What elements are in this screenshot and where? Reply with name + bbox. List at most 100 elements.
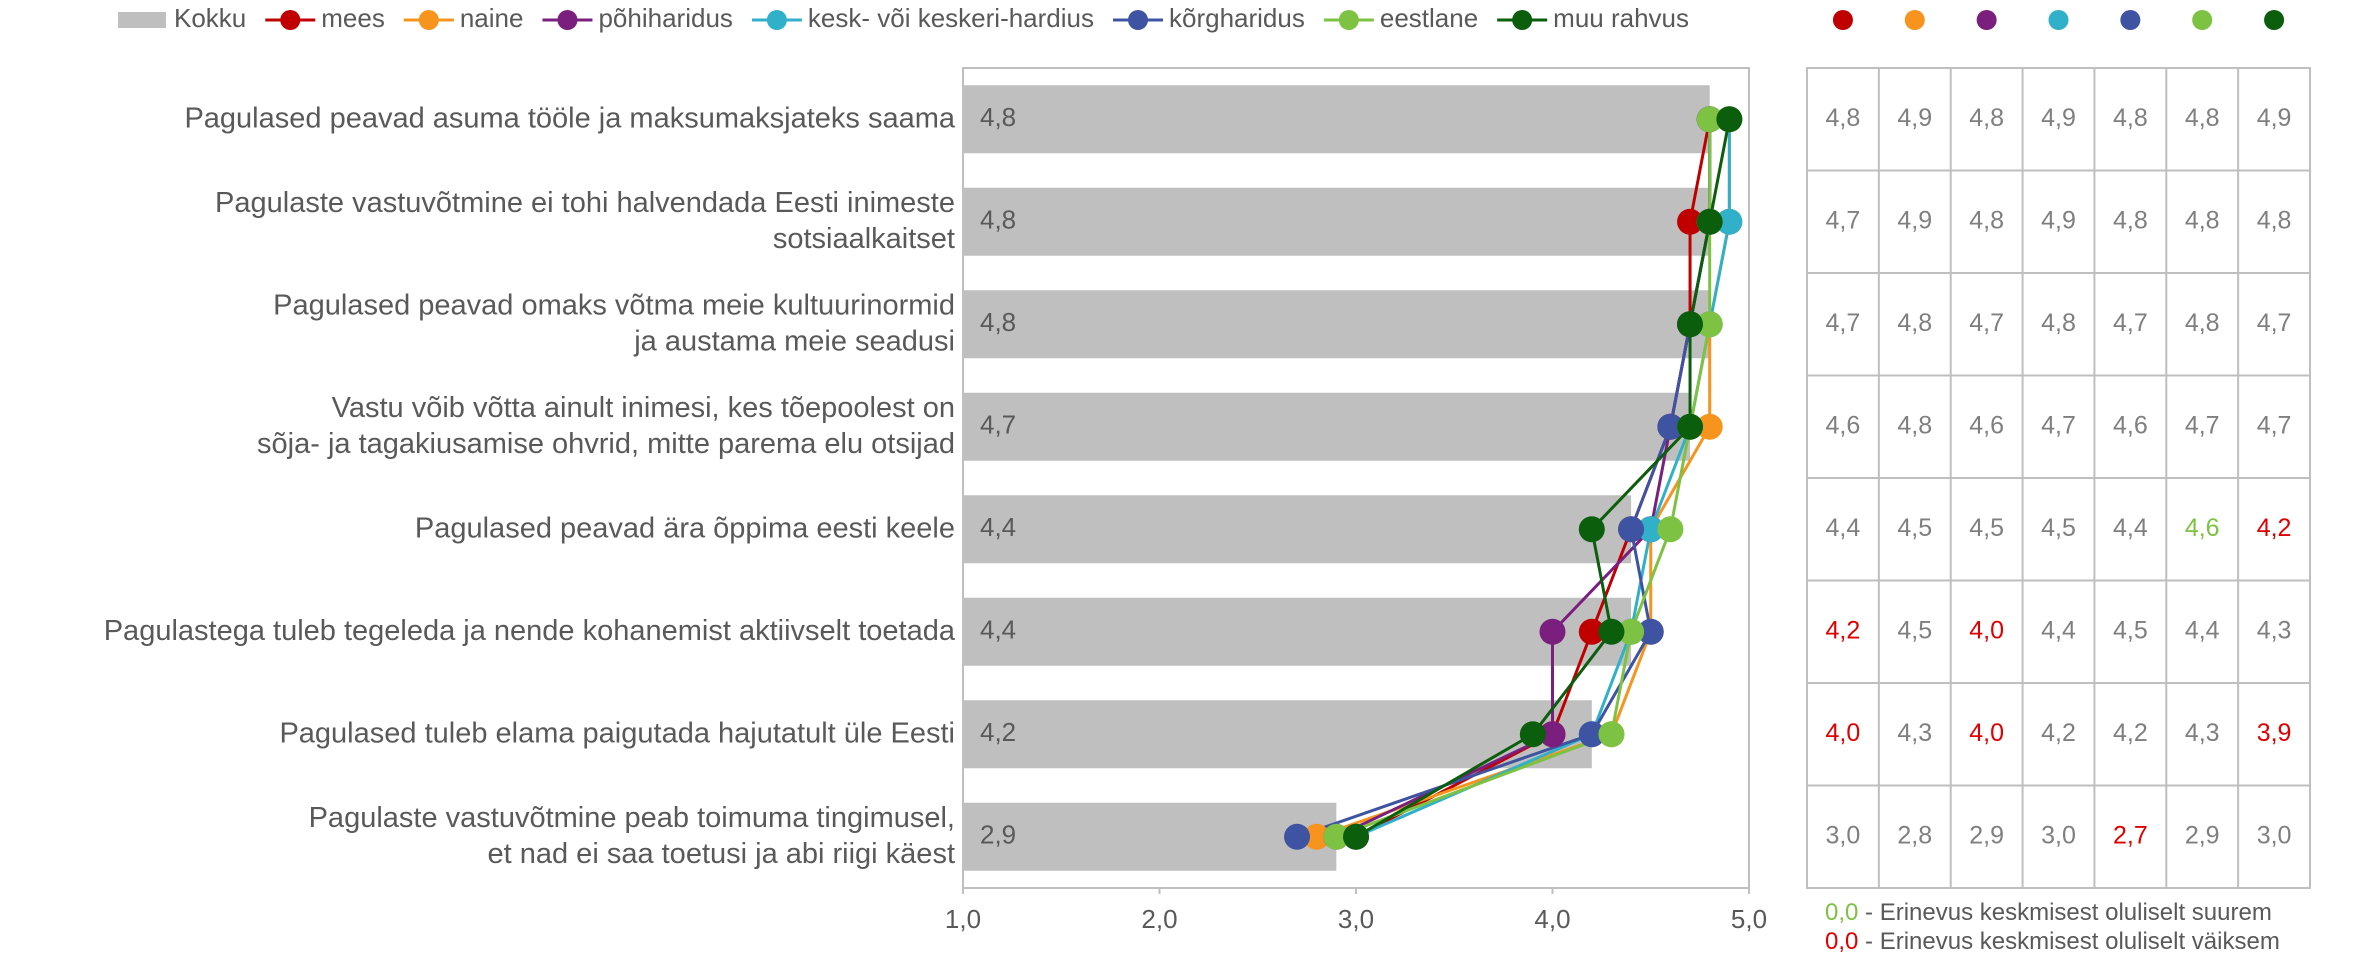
legend-marker bbox=[1512, 10, 1533, 30]
table-cell: 4,7 bbox=[1969, 309, 2004, 337]
table-cell: 2,8 bbox=[1897, 821, 1932, 849]
table-cell: 4,7 bbox=[1826, 206, 1861, 234]
series-point bbox=[1539, 618, 1566, 645]
category-label-line: sõja- ja tagakiusamise ohvrid, mitte par… bbox=[257, 427, 955, 459]
bar bbox=[963, 392, 1691, 461]
category-label: Pagulased peavad asuma tööle ja maksumak… bbox=[184, 102, 955, 134]
x-tick-label: 4,0 bbox=[1534, 904, 1570, 934]
category-label-line: Pagulased peavad ära õppima eesti keele bbox=[415, 512, 955, 544]
series-point bbox=[1716, 106, 1743, 133]
series-point bbox=[1677, 413, 1704, 440]
series-point bbox=[1343, 823, 1369, 850]
series-point bbox=[1677, 208, 1704, 235]
legend-marker bbox=[766, 10, 787, 30]
table-cell: 4,0 bbox=[1826, 719, 1861, 747]
table-cell: 4,2 bbox=[2257, 514, 2292, 542]
series-point bbox=[1657, 516, 1684, 543]
table-cell: 4,6 bbox=[1826, 411, 1861, 439]
series-point bbox=[1637, 516, 1664, 543]
table-cell: 4,2 bbox=[1826, 616, 1861, 644]
legend-label: eestlane bbox=[1380, 3, 1478, 33]
table-cell: 4,2 bbox=[2041, 719, 2076, 747]
table-cell: 3,9 bbox=[2257, 719, 2292, 747]
series-point bbox=[1618, 618, 1645, 645]
table-cell: 4,4 bbox=[2185, 616, 2220, 644]
legend-marker bbox=[1338, 10, 1359, 30]
table-cell: 4,8 bbox=[2113, 206, 2148, 234]
legend-label: põhiharidus bbox=[598, 3, 732, 33]
series-point bbox=[1657, 413, 1684, 440]
table-cell: 4,2 bbox=[2113, 719, 2148, 747]
legend-label: muu rahvus bbox=[1553, 3, 1689, 33]
table-header-dot bbox=[1976, 10, 1997, 30]
series-point bbox=[1598, 721, 1625, 748]
bar bbox=[963, 85, 1710, 154]
legend-marker bbox=[1128, 10, 1148, 30]
table-cell: 4,3 bbox=[1897, 719, 1932, 747]
legend-label: Kokku bbox=[174, 3, 246, 33]
table-cell: 4,7 bbox=[2185, 411, 2220, 439]
legend-swatch bbox=[118, 12, 166, 28]
table-cell: 4,8 bbox=[1826, 104, 1861, 132]
table-cell: 4,4 bbox=[1826, 514, 1861, 542]
table-header-dot bbox=[1832, 10, 1853, 30]
bar-value-label: 4,2 bbox=[980, 717, 1016, 747]
legend-marker bbox=[418, 10, 439, 30]
category-label-line: et nad ei saa toetusi ja abi riigi käest bbox=[488, 837, 956, 869]
series-point bbox=[1716, 208, 1743, 235]
table-cell: 4,0 bbox=[1969, 616, 2004, 644]
table-cell: 4,5 bbox=[1969, 514, 2004, 542]
table-cell: 4,6 bbox=[2185, 514, 2220, 542]
table-cell: 4,6 bbox=[1969, 411, 2004, 439]
bar bbox=[963, 187, 1710, 256]
category-label-line: Pagulaste vastuvõtmine ei tohi halvendad… bbox=[215, 186, 955, 218]
table-cell: 4,0 bbox=[1969, 719, 2004, 747]
series-point bbox=[1696, 413, 1723, 440]
series-point bbox=[1303, 823, 1330, 850]
note: 0,0 - Erinevus keskmisest oluliselt suur… bbox=[1825, 899, 2272, 926]
bar bbox=[963, 700, 1592, 769]
x-tick-label: 3,0 bbox=[1338, 904, 1374, 934]
table-cell: 4,6 bbox=[2113, 411, 2148, 439]
bar-value-label: 4,8 bbox=[980, 307, 1016, 337]
series-point bbox=[1618, 516, 1645, 543]
table-cell: 4,4 bbox=[2113, 514, 2148, 542]
note: 0,0 - Erinevus keskmisest oluliselt väik… bbox=[1825, 928, 2280, 953]
table-header-dot bbox=[2048, 10, 2069, 30]
bar-value-label: 4,7 bbox=[980, 410, 1016, 440]
x-tick-label: 5,0 bbox=[1731, 904, 1767, 934]
category-label-line: Pagulased peavad omaks võtma meie kultuu… bbox=[273, 289, 955, 321]
x-tick-label: 1,0 bbox=[945, 904, 981, 934]
category-label: Pagulastega tuleb tegeleda ja nende koha… bbox=[104, 614, 956, 646]
category-label: Vastu võib võtta ainult inimesi, kes tõe… bbox=[257, 391, 955, 459]
category-label: Pagulaste vastuvõtmine ei tohi halvendad… bbox=[215, 186, 955, 254]
category-label: Pagulased peavad omaks võtma meie kultuu… bbox=[273, 289, 955, 357]
legend-marker bbox=[280, 10, 301, 30]
table-header-dot bbox=[2264, 10, 2285, 30]
bar-value-label: 4,8 bbox=[980, 205, 1016, 235]
bar-value-label: 4,4 bbox=[980, 615, 1016, 645]
series-point bbox=[1598, 618, 1625, 645]
table-cell: 4,8 bbox=[1969, 206, 2004, 234]
table-cell: 4,3 bbox=[2185, 719, 2220, 747]
category-label-line: Pagulased peavad asuma tööle ja maksumak… bbox=[184, 102, 955, 134]
table-cell: 3,0 bbox=[2257, 821, 2292, 849]
table-header-dot bbox=[2192, 10, 2213, 30]
table-cell: 4,3 bbox=[2257, 616, 2292, 644]
note-text: - Erinevus keskmisest oluliselt suurem bbox=[1858, 899, 2271, 926]
category-label-line: ja austama meie seadusi bbox=[633, 325, 955, 357]
bar-value-label: 2,9 bbox=[980, 820, 1016, 850]
table-cell: 4,9 bbox=[2257, 104, 2292, 132]
bar-value-label: 4,4 bbox=[980, 512, 1016, 542]
note-text: - Erinevus keskmisest oluliselt väiksem bbox=[1858, 928, 2279, 953]
table-header-dot bbox=[2120, 10, 2141, 30]
table-cell: 3,0 bbox=[1826, 821, 1861, 849]
series-point bbox=[1578, 618, 1605, 645]
table-cell: 4,9 bbox=[1897, 206, 1932, 234]
category-label: Pagulaste vastuvõtmine peab toimuma ting… bbox=[309, 801, 955, 869]
table-cell: 4,7 bbox=[2257, 411, 2292, 439]
bar-value-label: 4,8 bbox=[980, 102, 1016, 132]
bar bbox=[963, 597, 1632, 666]
